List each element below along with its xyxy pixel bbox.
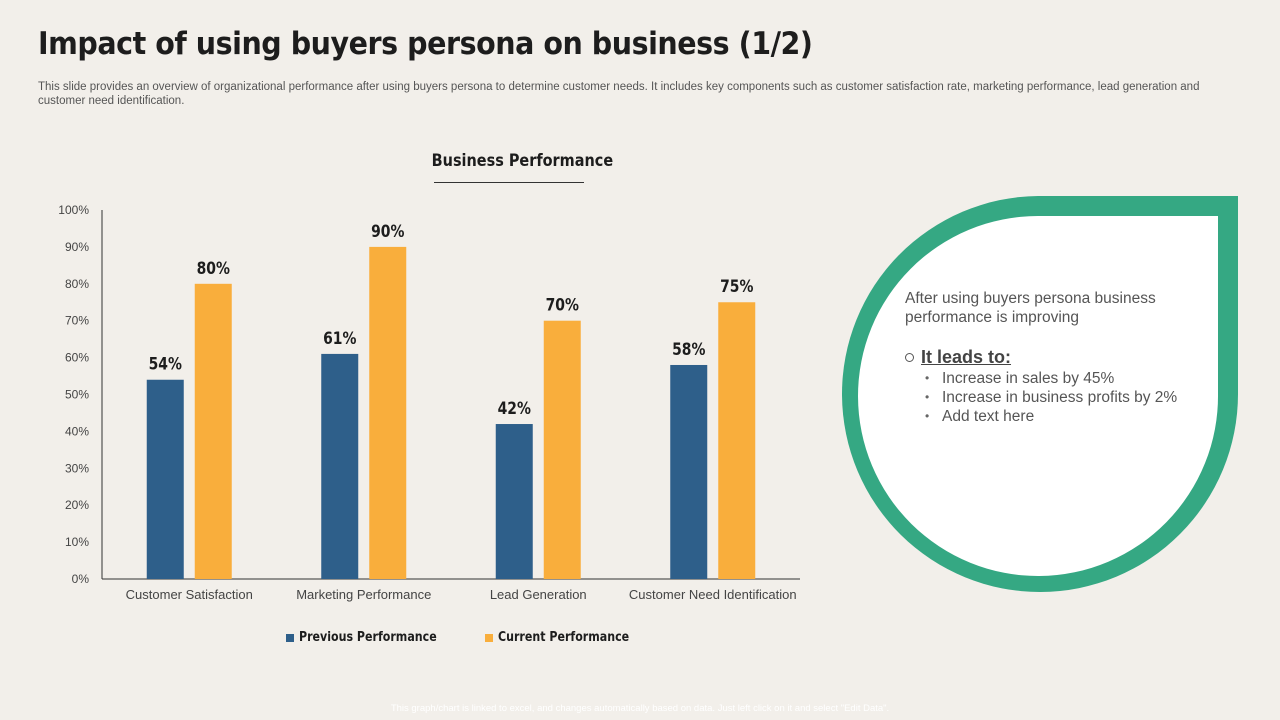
data-label: 58% (672, 340, 706, 360)
bar-previous (495, 424, 533, 579)
y-tick-label: 60% (65, 351, 89, 365)
callout-bullet-list: Increase in sales by 45% Increase in bus… (925, 369, 1185, 426)
data-label: 61% (323, 329, 357, 349)
data-label: 70% (546, 295, 580, 315)
bar-current (194, 283, 232, 579)
callout-heading-row: It leads to: (905, 348, 1185, 367)
bar-previous (321, 353, 359, 579)
callout-bullet: Increase in business profits by 2% (925, 388, 1185, 407)
x-tick-label: Customer Need Identification (629, 587, 797, 602)
data-label: 80% (197, 258, 231, 278)
y-tick-label: 50% (65, 388, 89, 402)
chart-legend: Previous Performance Current Performance (286, 630, 652, 645)
y-tick-label: 40% (65, 424, 89, 438)
bar-previous (146, 379, 184, 579)
callout-intro: After using buyers persona business perf… (905, 290, 1156, 326)
y-tick-label: 10% (65, 535, 89, 549)
bar-chart: 0% 10% 20% 30% 40% 50% 60% 70% 80% 90% 100% Custome… (58, 203, 800, 602)
y-tick-label: 80% (65, 277, 89, 291)
callout-text: After using buyers persona business perf… (905, 289, 1185, 426)
chart-title-underline (434, 182, 584, 183)
y-tick-label: 20% (65, 498, 89, 512)
data-label: 42% (498, 399, 532, 419)
y-tick-label: 90% (65, 240, 89, 254)
legend-swatch-current (485, 633, 493, 642)
y-tick-label: 0% (72, 572, 90, 586)
bar-current (543, 320, 581, 579)
callout-bullet: Add text here (925, 407, 1185, 426)
bar-previous (670, 364, 708, 579)
data-label: 54% (149, 354, 183, 374)
y-tick-label: 30% (65, 461, 89, 475)
x-tick-label: Marketing Performance (296, 587, 431, 602)
x-tick-label: Customer Satisfaction (126, 587, 253, 602)
x-tick-label: Lead Generation (490, 587, 587, 602)
bar-current (369, 246, 407, 579)
legend-label-current: Current Performance (498, 630, 630, 645)
legend-label-previous: Previous Performance (299, 630, 437, 645)
callout-heading: It leads to: (921, 347, 1012, 367)
bar-current (718, 302, 756, 579)
y-tick-label: 70% (65, 314, 89, 328)
legend-swatch-previous (286, 633, 294, 642)
y-tick-label: 100% (58, 203, 89, 217)
footer-note: This graph/chart is linked to excel, and… (390, 703, 890, 714)
chart-title: Business Performance (431, 151, 614, 171)
legend-item-previous: Previous Performance (286, 630, 461, 645)
legend-item-current: Current Performance (485, 630, 652, 645)
callout-bullet: Increase in sales by 45% (925, 369, 1185, 388)
data-label: 90% (371, 222, 405, 242)
circle-bullet-icon (905, 353, 914, 362)
data-label: 75% (720, 277, 754, 297)
page-subtitle: This slide provides an overview of organ… (38, 81, 1200, 107)
page-title: Impact of using buyers persona on busine… (38, 26, 813, 62)
